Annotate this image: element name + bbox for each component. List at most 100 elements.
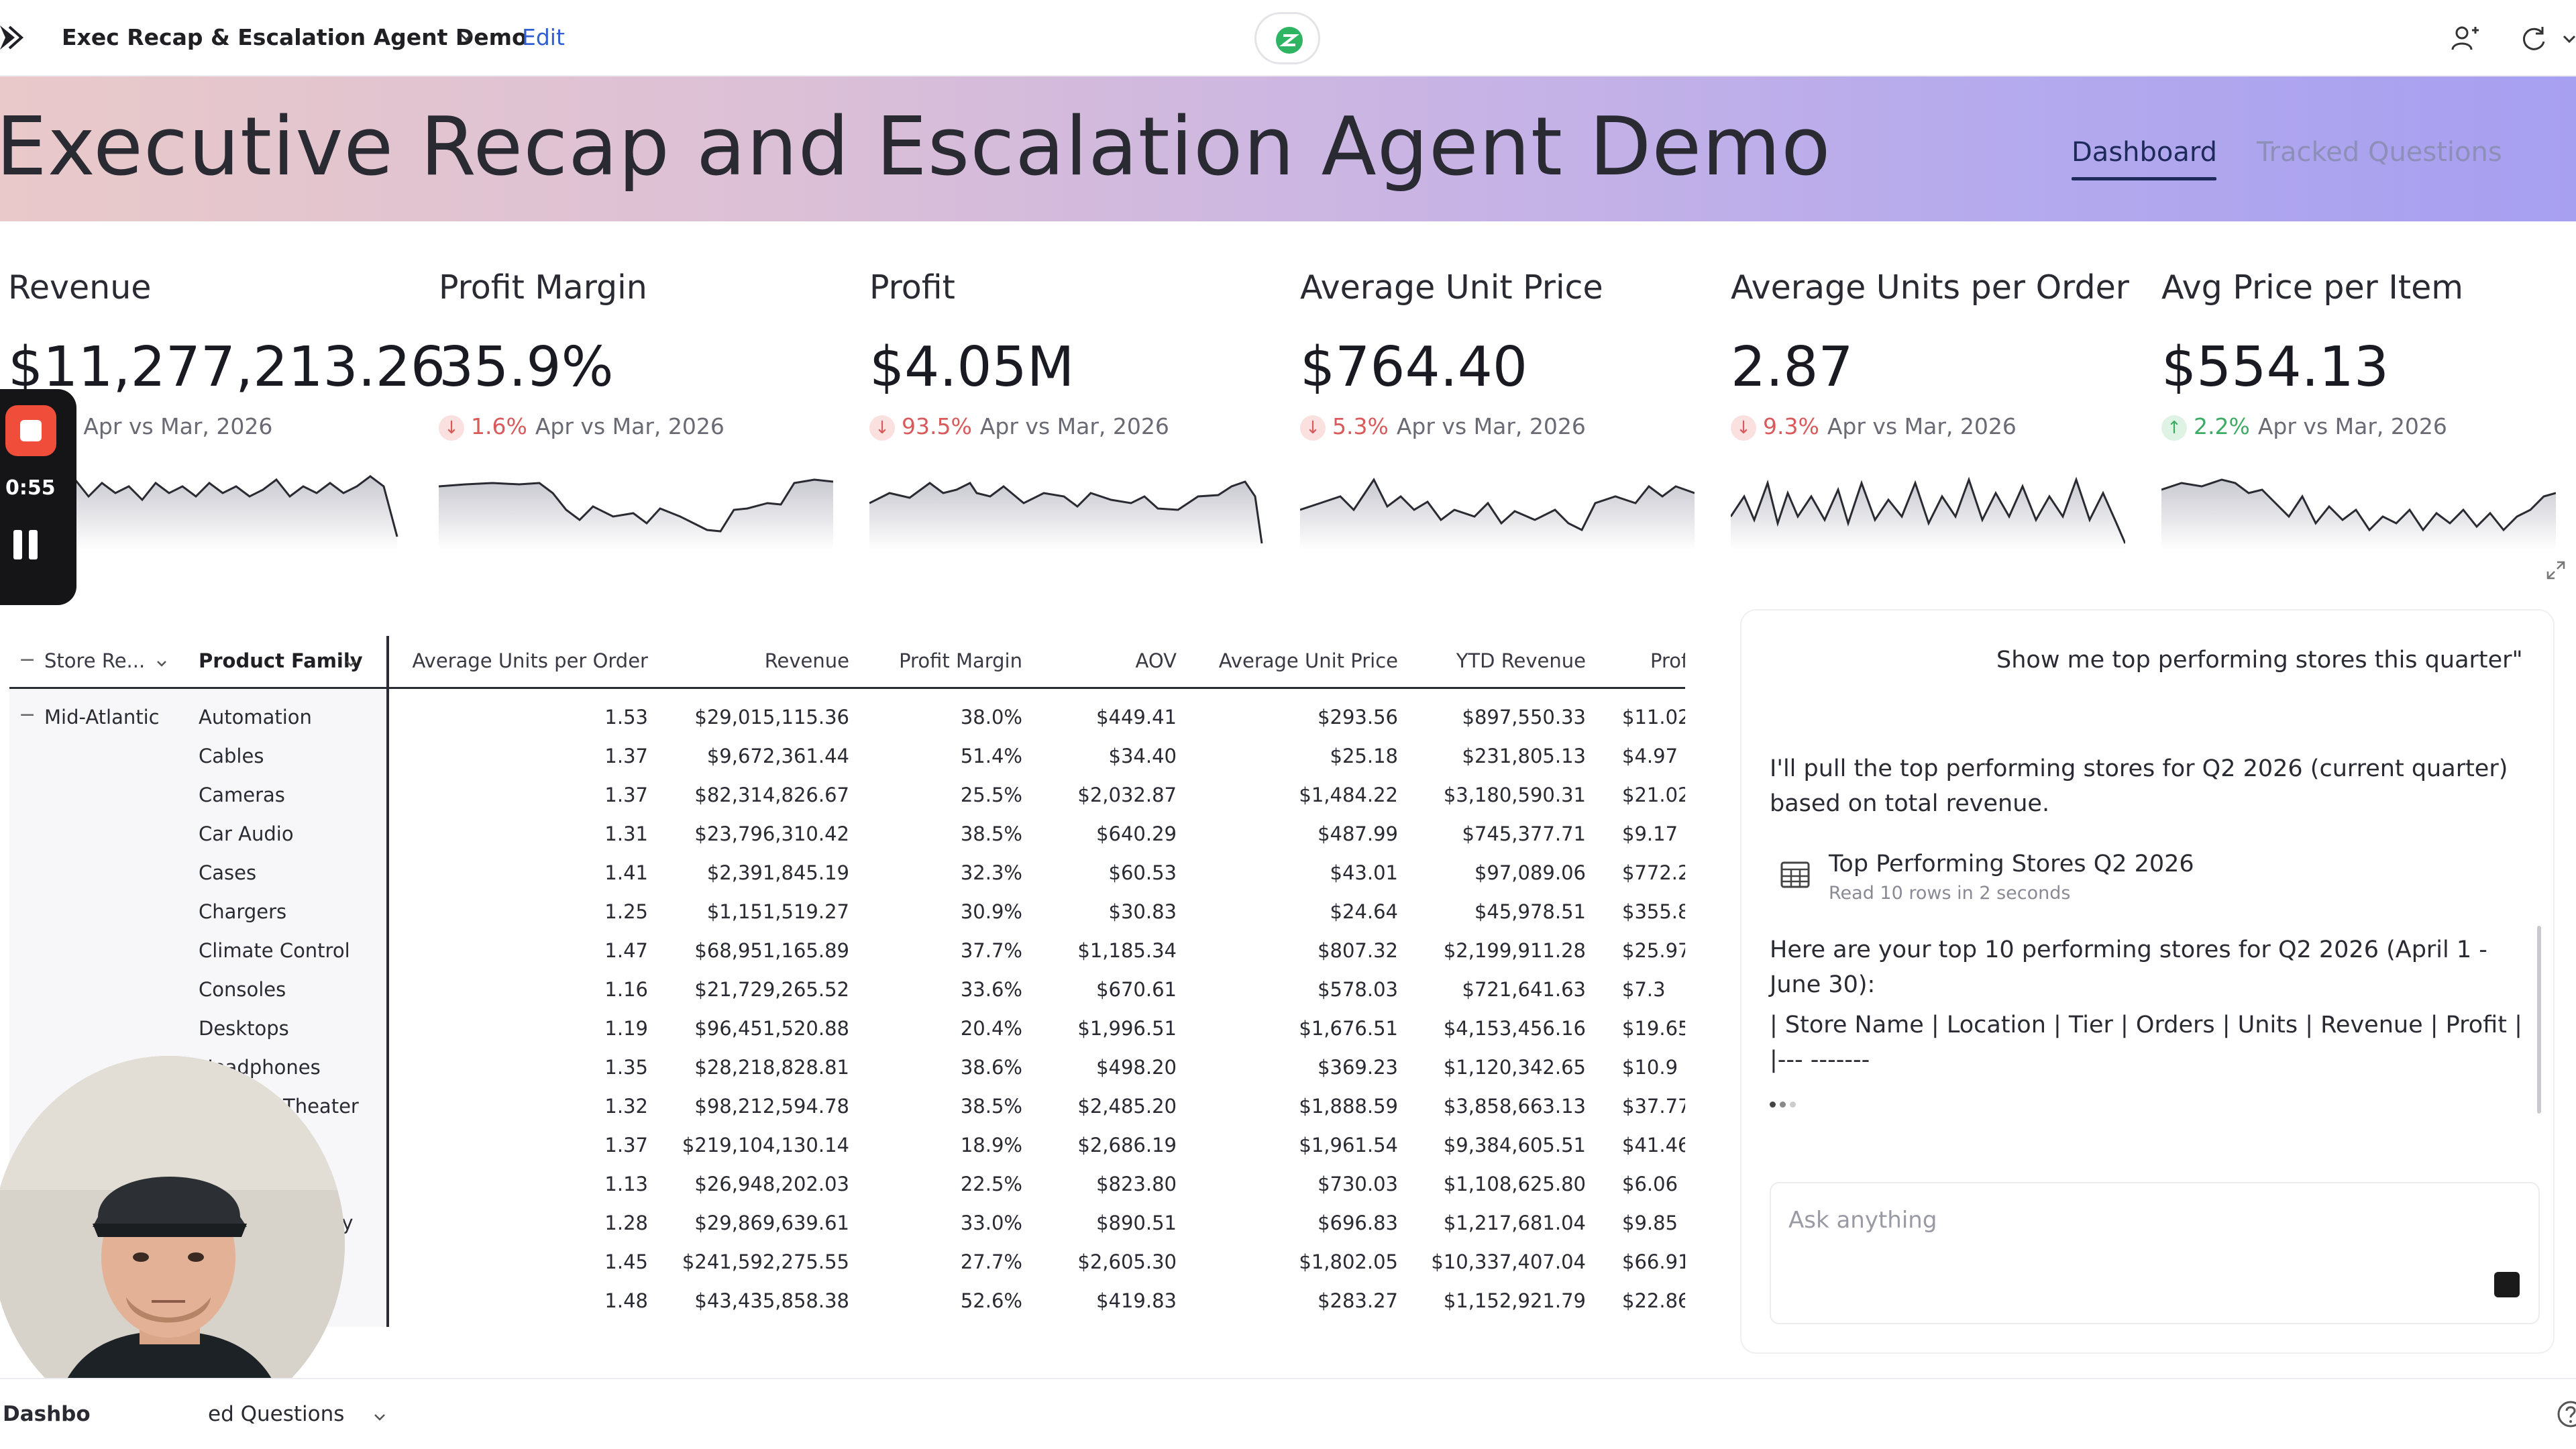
table-row[interactable]: Consoles 1.16 $21,729,265.52 33.6% $670.61 $5… (9, 969, 1685, 1008)
table-cell: 33.0% (960, 1212, 1022, 1234)
help-icon[interactable] (2556, 1399, 2576, 1429)
table-cell: 1.31 (604, 822, 648, 845)
row-product-family: Car Audio (199, 822, 294, 845)
table-cell: 1.25 (604, 900, 648, 923)
column-header[interactable]: AOV (1135, 649, 1177, 672)
table-cell: $1,676.51 (1299, 1017, 1398, 1040)
tab-tracked-questions[interactable]: Tracked Questions (2257, 137, 2502, 168)
table-row[interactable]: Headphones 1.35 $28,218,828.81 38.6% $498.20… (9, 1046, 1685, 1085)
table-cell: $30.83 (1108, 900, 1177, 923)
table-row[interactable]: 1.45 $241,592,275.55 27.7% $2,605.30 $1,802.… (9, 1241, 1685, 1280)
edit-link[interactable]: Edit (522, 24, 565, 50)
table-row[interactable]: Cables 1.37 $9,672,361.44 51.4% $34.40 $25.18… (9, 735, 1685, 774)
user-message: Show me top performing stores this quart… (1996, 647, 2523, 674)
column-header[interactable]: Profit Margin (899, 649, 1022, 672)
tool-result-title[interactable]: Top Performing Stores Q2 2026 (1829, 851, 2194, 877)
column-header[interactable]: Prof (1650, 649, 1685, 672)
table-row[interactable]: Climate Control 1.47 $68,951,165.89 37.7% $1… (9, 930, 1685, 969)
table-row[interactable]: Desktops 1.19 $96,451,520.88 20.4% $1,996.51… (9, 1008, 1685, 1046)
collapse-all-icon[interactable]: − (19, 648, 36, 672)
chevron-down-icon[interactable] (154, 656, 169, 671)
pause-recording-button[interactable] (13, 530, 44, 562)
table-cell: $293.56 (1318, 706, 1398, 729)
table-row[interactable]: Chargers 1.25 $1,151,519.27 30.9% $30.83 $24.… (9, 891, 1685, 930)
table-row[interactable]: Theater 1.32 $98,212,594.78 38.5% $2,485.20 $… (9, 1085, 1685, 1124)
column-header[interactable]: YTD Revenue (1456, 649, 1586, 672)
table-cell: $487.99 (1318, 822, 1398, 845)
kpi-period: Apr vs Mar, 2026 (1396, 413, 1586, 439)
table-cell: 38.5% (960, 822, 1022, 845)
column-header-store-region[interactable]: Store Re... (44, 649, 146, 672)
table-row[interactable]: Cameras 1.37 $82,314,826.67 25.5% $2,032.87 $… (9, 774, 1685, 813)
kpi-period: Apr vs Mar, 2026 (2257, 413, 2447, 439)
bottom-tab-tracked-questions[interactable]: ed Questions (208, 1402, 345, 1426)
kpi-sparkline (1300, 478, 1695, 550)
table-cell: 1.28 (604, 1212, 648, 1234)
table-cell: 52.6% (960, 1289, 1022, 1312)
table-cell: $66.91 (1622, 1250, 1685, 1273)
kpi-change-percent: 93.5% (902, 413, 972, 439)
tab-dashboard[interactable]: Dashboard (2072, 137, 2218, 168)
top-bar: Exec Recap & Escalation Agent Demo Edit (0, 0, 2576, 76)
kpi-label: Avg Price per Item (2161, 268, 2463, 307)
kpi-sparkline (2161, 478, 2556, 550)
table-row[interactable]: 1.37 $219,104,130.14 18.9% $2,686.19 $1,961.… (9, 1124, 1685, 1163)
table-cell: $60.53 (1108, 861, 1177, 884)
kpi-card-avg-price-per-item[interactable]: Avg Price per Item $554.13 ↑ 2.2% Apr vs M… (2153, 255, 2556, 564)
chevron-down-icon[interactable] (2561, 21, 2576, 55)
kpi-card-profit-margin[interactable]: Profit Margin 35.9% ↓ 1.6% Apr vs Mar, 202… (431, 255, 833, 564)
table-cell: $2,605.30 (1077, 1250, 1177, 1273)
document-title[interactable]: Exec Recap & Escalation Agent Demo (62, 24, 527, 50)
table-cell: 38.6% (960, 1056, 1022, 1079)
app-logo-icon[interactable] (0, 23, 30, 52)
table-row[interactable]: 1.48 $43,435,858.38 52.6% $419.83 $283.27 $1,… (9, 1280, 1685, 1319)
arrow-down-icon: ↓ (439, 415, 464, 441)
chevron-down-icon[interactable] (372, 1409, 388, 1425)
table-cell: $7.3 (1622, 978, 1666, 1001)
table-row[interactable]: Cases 1.41 $2,391,845.19 32.3% $60.53 $43.01 $… (9, 852, 1685, 891)
chevron-down-icon[interactable] (343, 656, 358, 671)
kpi-card-profit[interactable]: Profit $4.05M ↓ 93.5% Apr vs Mar, 2026 (861, 255, 1264, 564)
chat-scrollbar[interactable] (2537, 926, 2541, 1114)
column-header[interactable]: Average Unit Price (1218, 649, 1398, 672)
refresh-icon[interactable] (2517, 21, 2551, 55)
bottom-tab-dashboard[interactable]: Dashbo (3, 1402, 91, 1426)
stop-recording-button[interactable] (5, 405, 56, 456)
kpi-label: Average Unit Price (1300, 268, 1603, 307)
column-header[interactable]: Revenue (764, 649, 849, 672)
presenter-video (0, 1056, 345, 1432)
table-row[interactable]: − Mid-Atlantic Automation 1.53 $29,015,115.3… (9, 696, 1685, 735)
table-cell: $29,869,639.61 (694, 1212, 849, 1234)
pause-icon (29, 530, 38, 559)
table-cell: 1.35 (604, 1056, 648, 1079)
kpi-card-average-unit-price[interactable]: Average Unit Price $764.40 ↓ 5.3% Apr vs M… (1292, 255, 1695, 564)
expand-icon[interactable] (2544, 558, 2568, 582)
table-cell: 25.5% (960, 784, 1022, 806)
table-cell: $1,185.34 (1077, 939, 1177, 962)
collapse-region-icon[interactable]: − (19, 703, 36, 727)
table-row[interactable]: 1.13 $26,948,202.03 22.5% $823.80 $730.03 $1,… (9, 1163, 1685, 1202)
kpi-card-average-units-per-order[interactable]: Average Units per Order 2.87 ↓ 9.3% Apr vs… (1723, 255, 2129, 564)
table-cell: $231,805.13 (1462, 745, 1587, 767)
stop-generation-button[interactable] (2494, 1272, 2520, 1297)
kpi-change-percent: 2.2% (2194, 413, 2250, 439)
add-user-icon[interactable] (2449, 21, 2482, 55)
chevron-down-icon[interactable] (456, 27, 476, 47)
table-cell: $355.88 (1622, 900, 1685, 923)
ask-anything-input[interactable] (1788, 1203, 2459, 1237)
table-cell: 32.3% (960, 861, 1022, 884)
arrow-up-icon: ↑ (2161, 415, 2187, 441)
column-header-product-family[interactable]: Product Family (199, 649, 363, 672)
table-cell: $1,996.51 (1077, 1017, 1177, 1040)
table-row[interactable]: Car Audio 1.31 $23,796,310.42 38.5% $640.29 $… (9, 813, 1685, 852)
kpi-sparkline (1731, 476, 2125, 550)
agent-badge[interactable] (1254, 12, 1320, 64)
kpi-label: Revenue (8, 268, 152, 307)
table-cell: $25.97 (1622, 939, 1685, 962)
column-header[interactable]: Average Units per Order (412, 649, 648, 672)
table-row[interactable]: ty1.28$29,869,639.6133.0%$890.51$696.83$… (9, 1202, 1685, 1241)
row-region-label: Mid-Atlantic (44, 706, 160, 729)
table-cell: 38.0% (960, 706, 1022, 729)
arrow-down-icon: ↓ (1300, 415, 1326, 441)
table-cell: 1.53 (604, 706, 648, 729)
